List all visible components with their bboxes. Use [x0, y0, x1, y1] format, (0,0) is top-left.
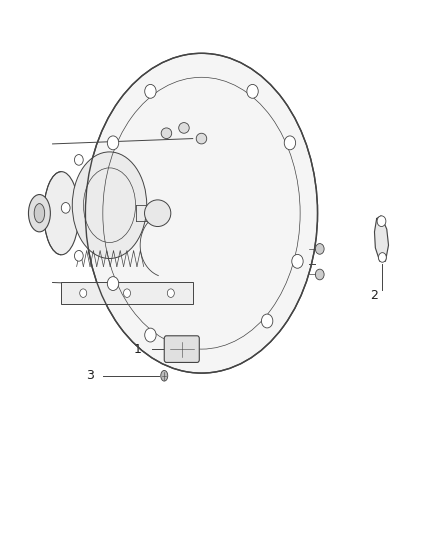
- Ellipse shape: [145, 84, 156, 98]
- Ellipse shape: [34, 204, 45, 223]
- Ellipse shape: [85, 53, 318, 373]
- Ellipse shape: [315, 269, 324, 280]
- Ellipse shape: [292, 254, 303, 268]
- Ellipse shape: [145, 200, 171, 227]
- Ellipse shape: [107, 136, 119, 150]
- Ellipse shape: [196, 133, 207, 144]
- Ellipse shape: [161, 128, 172, 139]
- Ellipse shape: [72, 152, 147, 259]
- Ellipse shape: [247, 84, 258, 98]
- Ellipse shape: [377, 216, 386, 227]
- Ellipse shape: [161, 370, 168, 381]
- Ellipse shape: [80, 289, 87, 297]
- Ellipse shape: [74, 155, 83, 165]
- Ellipse shape: [378, 253, 386, 262]
- Text: 3: 3: [86, 369, 94, 382]
- Ellipse shape: [61, 203, 70, 213]
- Text: 2: 2: [371, 289, 378, 302]
- Polygon shape: [374, 216, 389, 261]
- Ellipse shape: [179, 123, 189, 133]
- Ellipse shape: [124, 289, 131, 297]
- Text: 4: 4: [294, 257, 302, 270]
- Ellipse shape: [44, 172, 79, 255]
- FancyBboxPatch shape: [164, 336, 199, 362]
- Ellipse shape: [28, 195, 50, 232]
- Bar: [61, 282, 193, 304]
- Ellipse shape: [74, 251, 83, 261]
- Ellipse shape: [167, 289, 174, 297]
- Ellipse shape: [261, 314, 273, 328]
- Ellipse shape: [284, 136, 296, 150]
- Ellipse shape: [315, 244, 324, 254]
- Ellipse shape: [107, 277, 119, 290]
- Text: 1: 1: [134, 343, 142, 356]
- Ellipse shape: [145, 328, 156, 342]
